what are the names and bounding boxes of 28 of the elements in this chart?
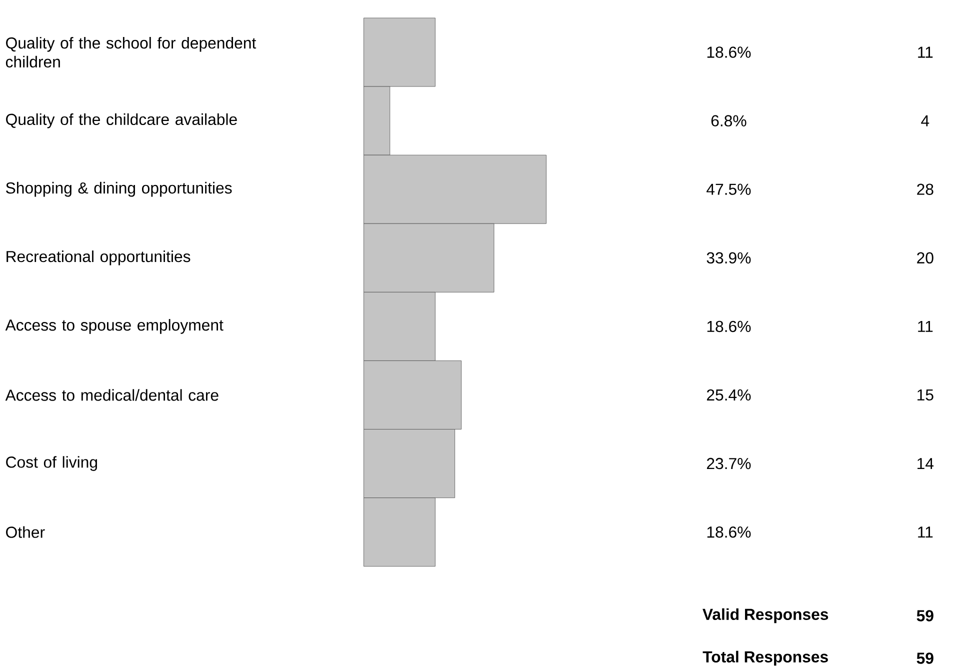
text: 28 bbox=[917, 184, 934, 195]
text: 15 bbox=[918, 389, 934, 401]
data-label: 47.5% bbox=[706, 184, 751, 195]
y-tick-label: Other bbox=[6, 526, 45, 538]
text: 11 bbox=[918, 526, 933, 538]
y-tick-label: Shopping & dining opportunities bbox=[6, 182, 232, 197]
text: 59 bbox=[916, 652, 934, 664]
y-tick-label: Access to medical/dental care bbox=[5, 389, 218, 401]
y-tick-label: Quality of the childcare available bbox=[6, 113, 237, 128]
y-tick-label: Quality of the school for dependent children bbox=[6, 37, 256, 68]
y-tick-label: Cost of living bbox=[6, 456, 98, 471]
data-label: 6.8% bbox=[711, 115, 746, 126]
text: 11 bbox=[918, 46, 933, 58]
data-label: 18.6% bbox=[707, 526, 751, 538]
text: 14 bbox=[918, 458, 934, 470]
data-label: 18.6% bbox=[707, 320, 751, 332]
data-label: 33.9% bbox=[706, 252, 751, 264]
text: Total Responses bbox=[702, 650, 828, 666]
data-label: 18.6% bbox=[707, 46, 751, 58]
text: 4 bbox=[921, 115, 930, 126]
y-tick-label: Recreational opportunities bbox=[6, 250, 190, 266]
data-label: 25.4% bbox=[706, 389, 751, 401]
text: 59 bbox=[916, 610, 934, 622]
text: Valid Responses bbox=[702, 608, 828, 624]
y-tick-label: Access to spouse employment bbox=[5, 319, 224, 334]
data-label: 23.7% bbox=[706, 458, 751, 470]
text: 20 bbox=[917, 252, 934, 264]
text: 11 bbox=[918, 321, 933, 332]
